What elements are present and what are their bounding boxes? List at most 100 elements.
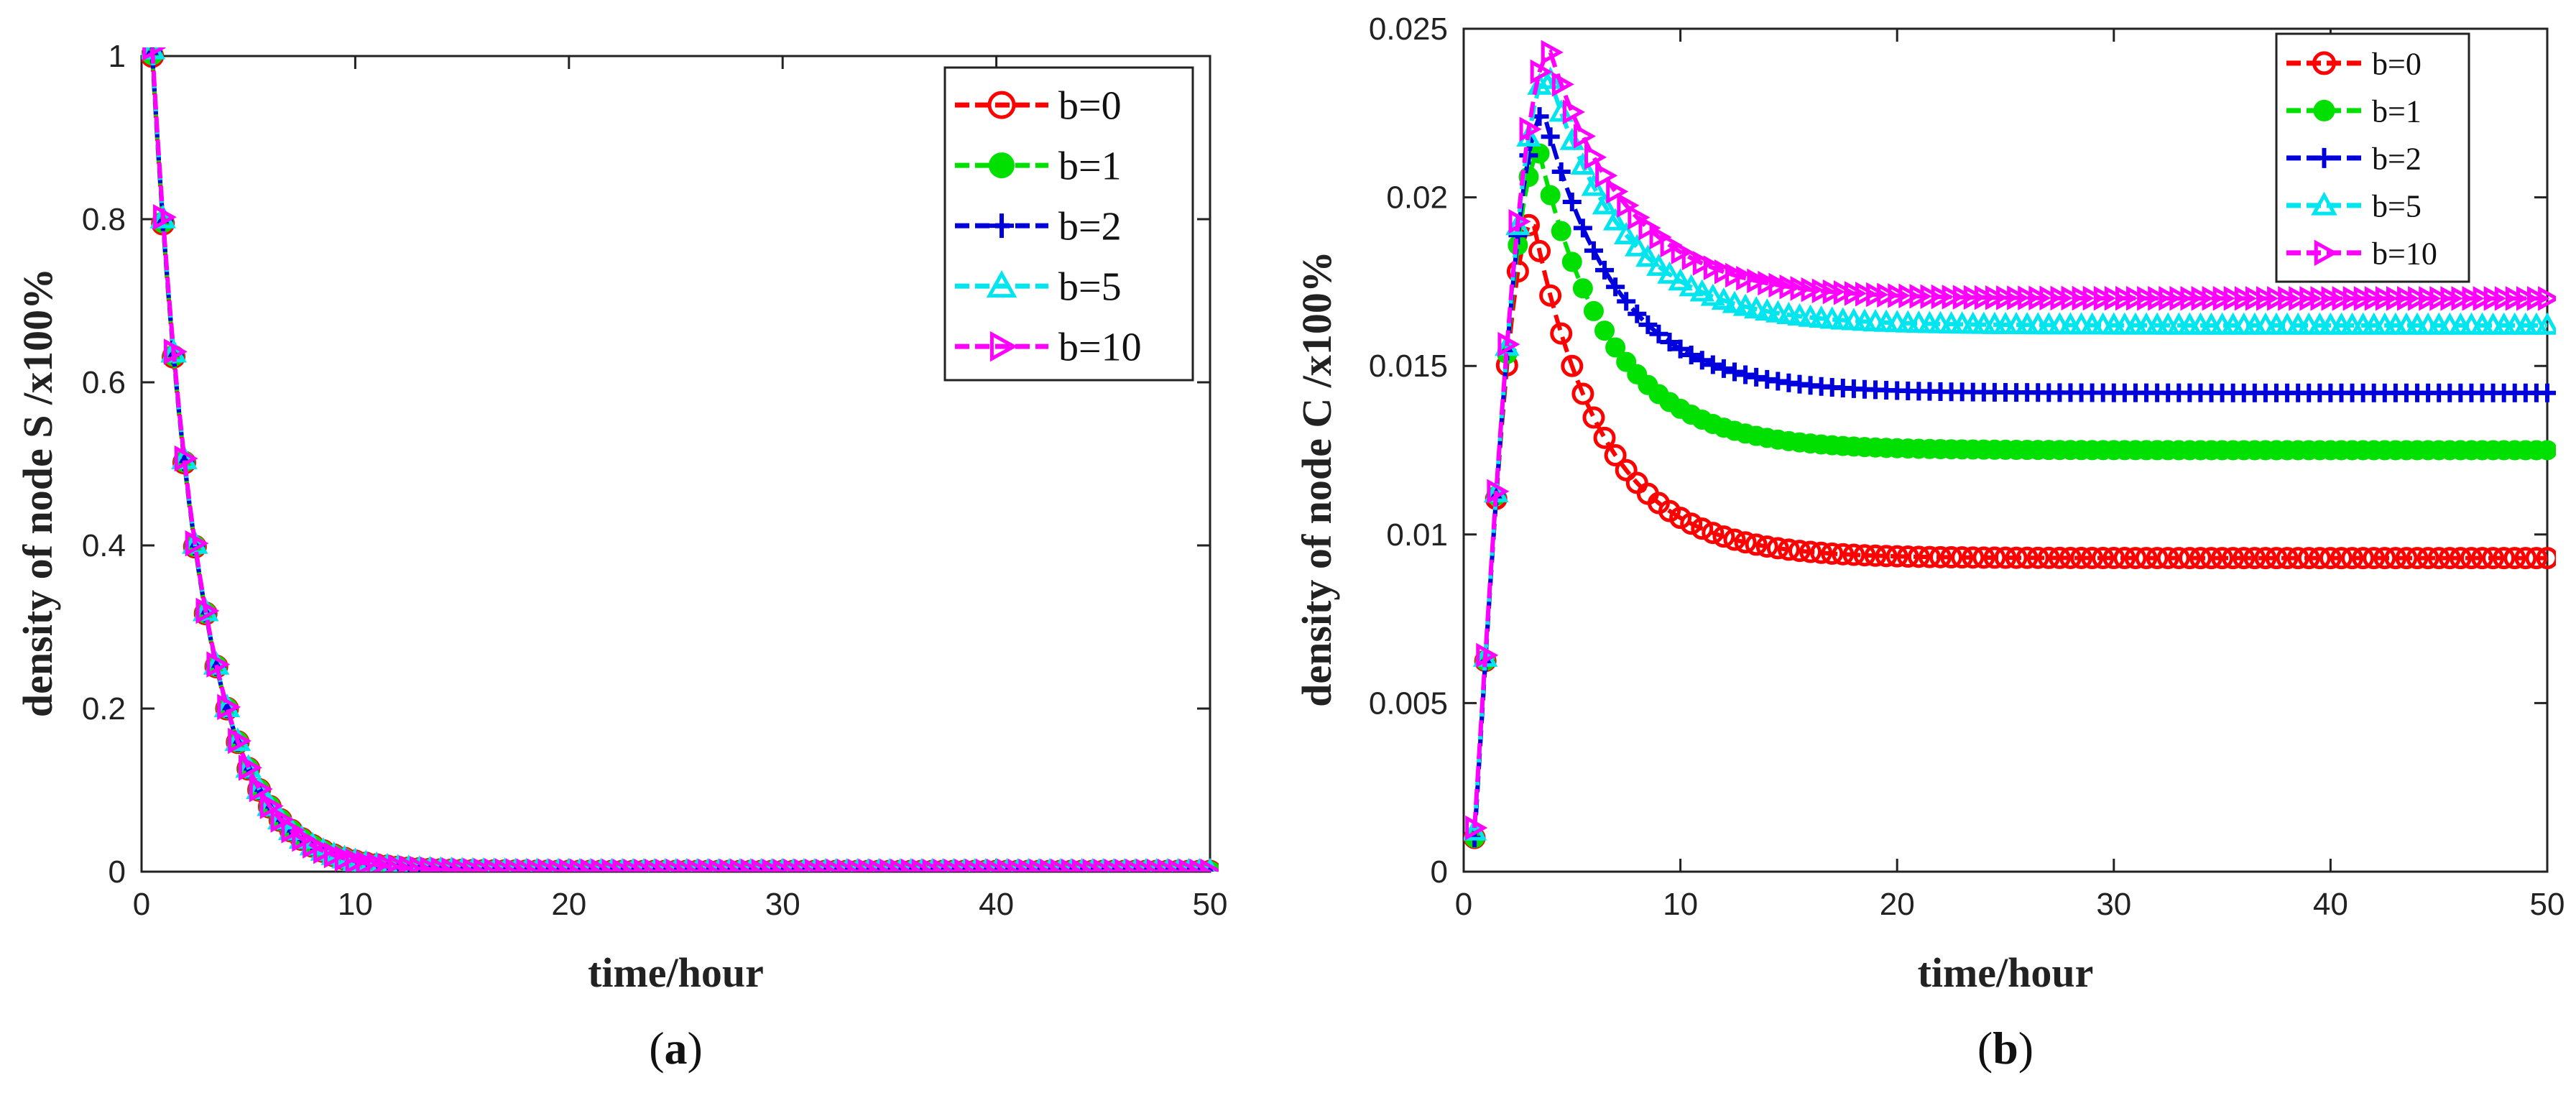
data-point [2386,286,2409,311]
data-point [1628,205,1651,230]
data-point [1605,337,1626,358]
data-point [2483,286,2506,311]
data-point [1617,193,1640,218]
legend-marker [2314,239,2338,267]
x-tick-label: 50 [2530,887,2565,922]
data-point [163,338,188,365]
data-point [1875,545,1898,568]
data-point [1562,99,1585,125]
data-point [2037,546,2060,569]
data-point [2026,546,2049,569]
data-point [1571,382,1594,405]
data-point [2471,547,2494,570]
data-point [2212,286,2235,311]
data-point [1864,544,1887,567]
data-point [1584,241,1603,260]
data-point [1974,285,1997,310]
data-point [1822,279,1845,305]
panel-letter: a [665,1023,688,1074]
x-tick-label: 30 [765,887,800,922]
data-point [1561,354,1584,377]
data-point [1942,285,1965,310]
data-point [1646,253,1671,276]
data-point [1541,40,1564,65]
data-point [1963,285,1986,310]
data-point [2115,285,2138,311]
data-point [1700,283,1726,306]
data-point [1592,192,1617,215]
panel-paren: ( [649,1023,664,1074]
data-point [2267,286,2290,311]
data-point [1833,280,1856,305]
data-point [1866,282,1889,308]
data-point [2148,285,2171,311]
legend-entry-b=10: b=10 [955,326,1142,370]
data-point [2102,547,2125,570]
data-point [228,727,251,755]
y-axis-label: density of node C /x100% [1293,251,1340,707]
data-point [2135,547,2158,570]
series-b=10 [142,47,1219,872]
data-point [1528,239,1551,262]
series-b=0 [1464,213,2556,849]
data-point [2243,547,2266,570]
data-point [2050,285,2073,311]
data-point [1920,284,1943,309]
legend-label: b=1 [2372,93,2422,129]
panel-a: 0 10 20 30 40 50 0 0.2 0.4 0.6 0.8 1 time/hour densit… [14,39,1228,1074]
data-point [1551,162,1571,181]
data-point [1660,232,1683,258]
data-point [1842,543,1865,566]
x-tick-label: 40 [2313,887,2348,922]
x-tick-label: 50 [1193,887,1228,922]
data-point [2289,286,2312,311]
data-point [1573,124,1597,149]
legend-entry-b=2: b=2 [955,205,1122,249]
legend-label: b=10 [2372,236,2437,271]
data-point [142,47,167,61]
panel-paren: ) [688,1023,703,1074]
data-point [1996,285,2019,310]
legend-entry-b=2: b=2 [2286,141,2422,176]
data-point [1918,545,1941,568]
data-point [2081,546,2104,569]
data-point [2503,547,2526,570]
data-point [2223,286,2246,311]
data-point [2494,286,2517,311]
data-point [2028,285,2051,310]
series-line [1472,222,2547,839]
data-point [1776,301,1801,325]
data-point [1985,285,2008,310]
data-point [1821,542,1844,565]
y-tick-label: 0.025 [1369,11,1448,47]
data-point [2016,546,2039,569]
data-point [1888,283,1911,308]
data-point [1680,512,1703,535]
data-point [1810,541,1833,564]
y-tick-label: 1 [109,39,126,74]
data-point [1788,540,1811,563]
data-point [2167,547,2190,570]
data-point [2438,547,2461,570]
y-tick-label: 0.4 [82,528,126,563]
data-point [2156,547,2179,570]
data-point [1787,303,1812,326]
data-point [2321,286,2344,311]
data-point [2005,546,2028,569]
legend-label: b=5 [2372,188,2422,223]
data-point [2384,547,2407,570]
data-point [2473,286,2496,311]
data-point [2018,285,2041,310]
data-point [2299,286,2322,311]
data-point [1606,179,1629,204]
legend: b=0 b=1 b=2 b=5 b=10 [943,66,1194,382]
data-point [1582,406,1605,429]
data-point [206,651,231,678]
y-tick-label: 0 [1431,854,1448,890]
data-point [1768,272,1791,298]
data-point [1561,252,1582,272]
data-point [2440,286,2463,311]
data-point [2536,547,2556,570]
data-point [2092,547,2115,570]
